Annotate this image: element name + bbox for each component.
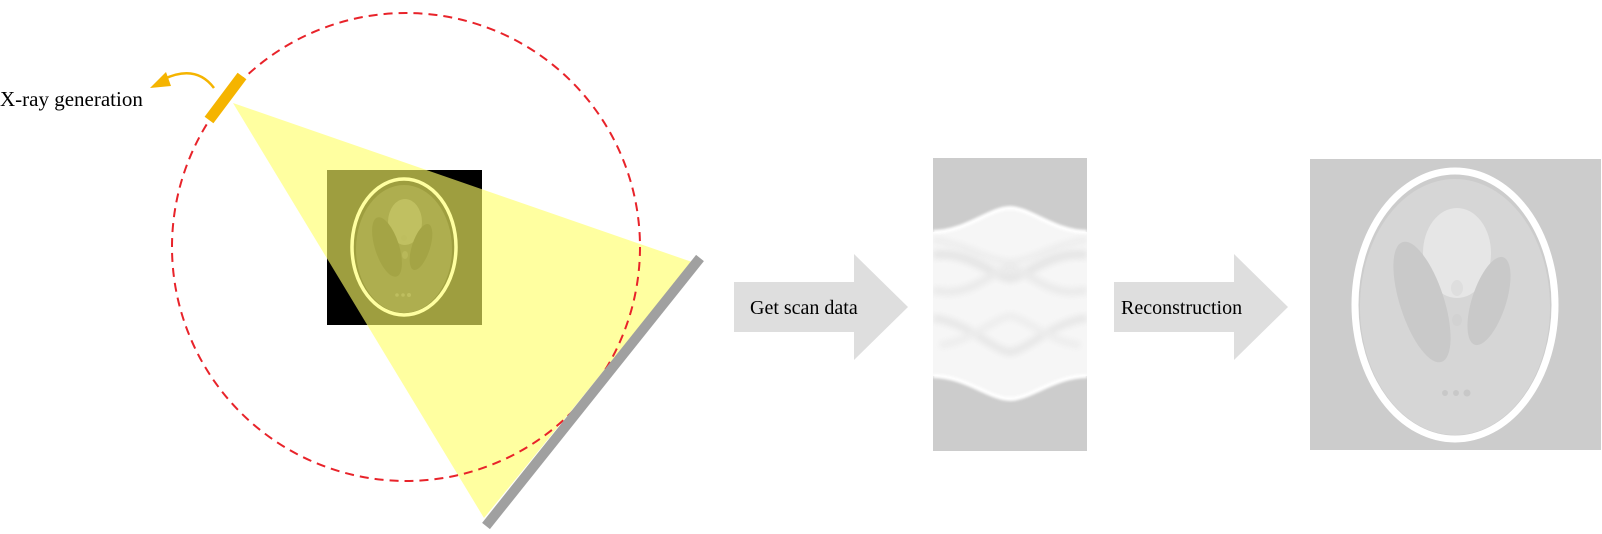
sinogram-panel [933,158,1087,451]
rotation-arrow-icon [150,71,215,89]
reconstruction-label: Reconstruction [1121,297,1242,319]
scanner-stage: X-ray generation [0,12,704,530]
reconstruction-arrow: Reconstruction [1114,254,1288,360]
detector-icon [482,254,704,530]
orbit-circle [171,12,641,482]
get-scan-data-arrow: Get scan data [734,254,908,360]
x-ray-beam [233,103,692,518]
reconstruction-panel [1310,159,1601,450]
get-scan-data-label: Get scan data [750,297,858,319]
x-ray-source-icon [204,72,247,124]
x-ray-generation-label: X-ray generation [0,87,143,111]
